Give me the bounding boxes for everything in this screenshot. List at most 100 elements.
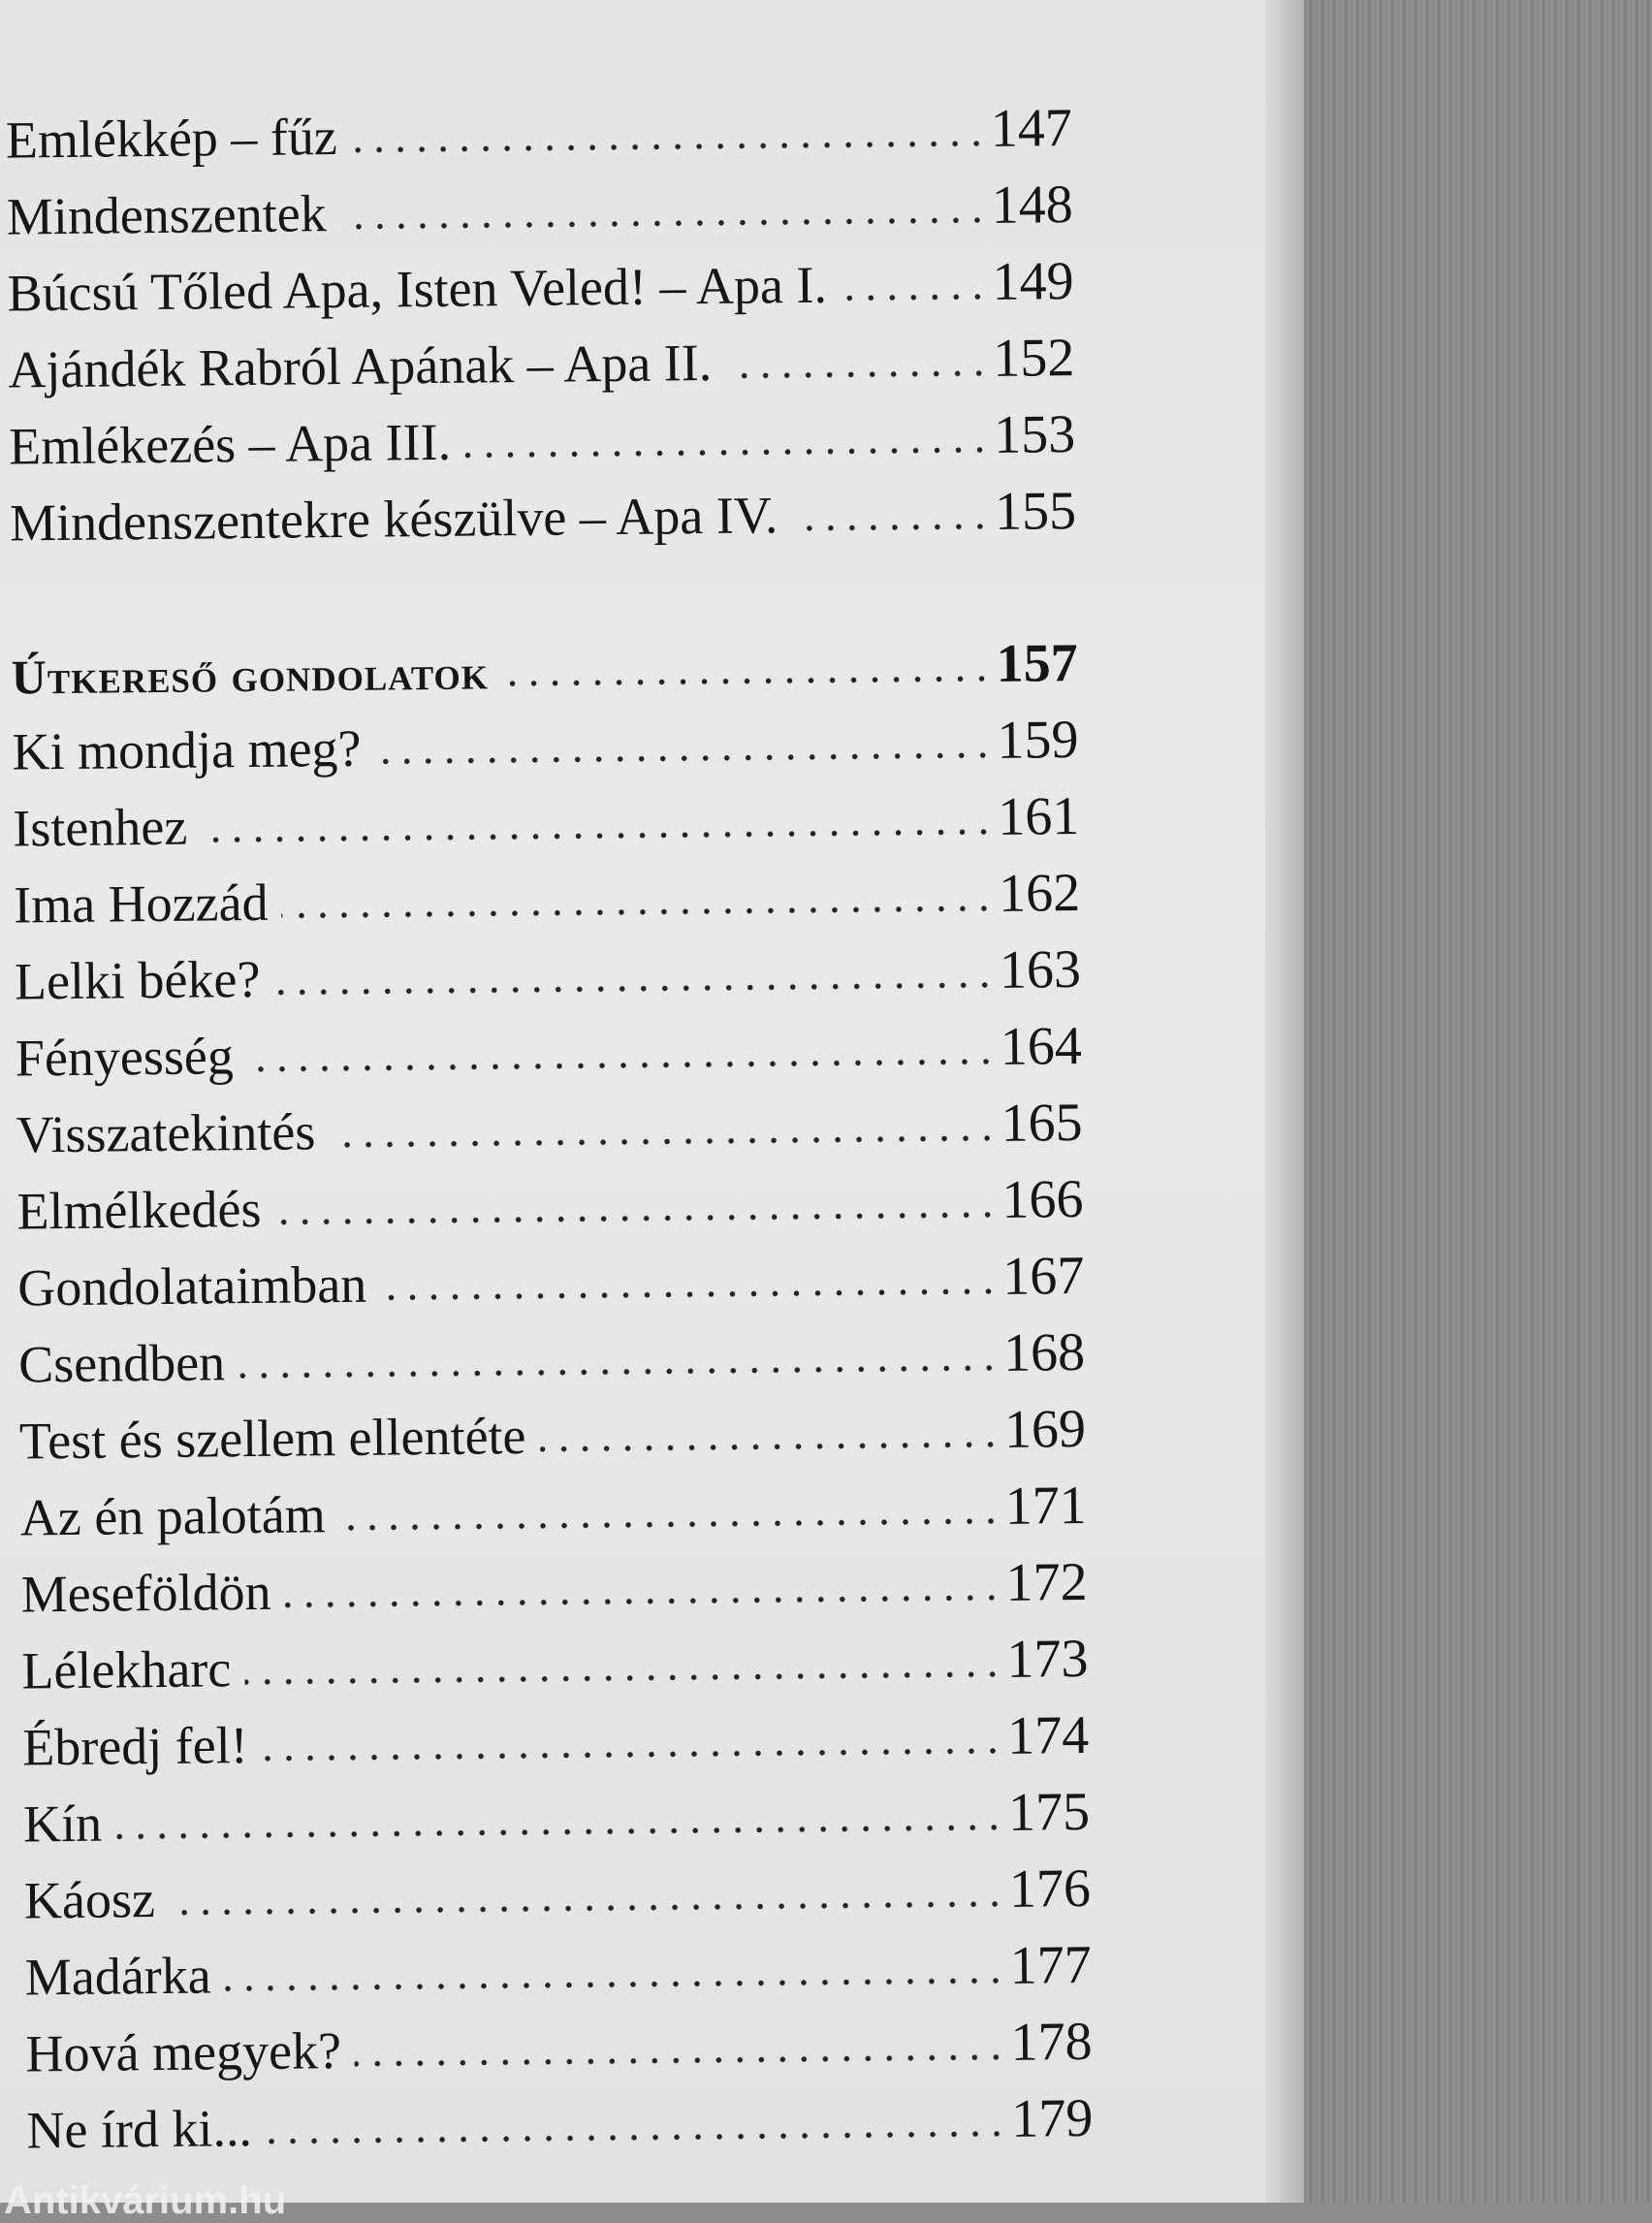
toc-entry: Ébredj fel! 174 [21, 1693, 1090, 1777]
toc-entry: Ajándék Rabról Apának – Apa II. 152 [8, 315, 1075, 399]
entry-title: Gondolataimban [17, 1254, 367, 1318]
toc-entry: Káosz 176 [23, 1846, 1092, 1930]
page-number: 155 [994, 481, 1077, 542]
page-number: 177 [1009, 1934, 1093, 1996]
page-number: 167 [1001, 1245, 1085, 1307]
entry-title: Káosz [23, 1870, 156, 1930]
watermark: Antikvárium.hu [4, 2179, 287, 2222]
leader-dots [244, 1668, 1003, 1688]
page-number: 148 [991, 175, 1074, 236]
toc-section-heading: Útkereső gondolatok 157 [11, 620, 1078, 705]
entry-title: Útkereső gondolatok [11, 645, 490, 705]
entry-title: Ki mondja meg? [12, 718, 362, 781]
background-surface [1304, 0, 1652, 2203]
leader-dots [374, 749, 994, 767]
leader-dots [329, 1132, 998, 1151]
toc-entry: Emlékkép – fűz 147 [5, 85, 1073, 170]
entry-title: Test és szellem ellentéte [18, 1407, 526, 1471]
page-number: 178 [1010, 2011, 1093, 2073]
entry-title: Istenhez [13, 797, 188, 858]
toc-entry: Hová megyek? 178 [25, 1999, 1093, 2083]
leader-dots [338, 1515, 1001, 1534]
page-number: 152 [993, 328, 1075, 389]
page-number: 149 [992, 251, 1074, 312]
entry-title: Madárka [24, 1946, 211, 2007]
page-number: 157 [996, 633, 1078, 694]
entry-title: Fényesség [15, 1027, 235, 1088]
toc-entry: Kín 175 [22, 1769, 1091, 1854]
page-number: 165 [1001, 1092, 1083, 1154]
toc-entry: Az én palotám 171 [19, 1463, 1088, 1547]
leader-dots [840, 291, 989, 303]
toc-entry: Mindenszentekre készülve – Apa IV. 155 [9, 468, 1077, 553]
leader-dots [725, 367, 990, 381]
toc-entry: Gondolataimban 167 [17, 1233, 1085, 1318]
toc-entry: Ima Hozzád 162 [13, 850, 1081, 935]
leader-dots [539, 1439, 1001, 1454]
page-number: 173 [1006, 1628, 1089, 1690]
leader-dots [380, 1286, 1000, 1303]
leader-dots [502, 673, 993, 689]
page-number: 163 [999, 939, 1082, 1000]
toc-entry: Madárka 177 [24, 1922, 1093, 2007]
entry-title: Ne írd ki... [26, 2099, 253, 2160]
table-of-contents: Emlékkép – fűz 147 Mindenszentek 148 Búcsú T… [5, 85, 1094, 2160]
leader-dots [339, 214, 988, 232]
page-number: 162 [998, 863, 1081, 924]
entry-title: Mindenszentekre készülve – Apa IV. [9, 486, 778, 553]
entry-title: Lélekharc [21, 1639, 232, 1700]
entry-title: Búcsú Tőled Apa, Isten Veled! – Apa I. [7, 255, 828, 323]
leader-dots [265, 2128, 1008, 2146]
leader-dots [201, 826, 995, 845]
toc-entry: Istenhez 161 [13, 774, 1080, 858]
entry-title: Ima Hozzád [13, 873, 269, 935]
toc-entry: Emlékezés – Apa III. 153 [8, 392, 1076, 476]
leader-dots [350, 138, 988, 155]
toc-entry: Búcsú Tőled Apa, Isten Veled! – Apa I. 14… [7, 238, 1074, 323]
page-number: 172 [1005, 1551, 1088, 1613]
page-number: 159 [997, 710, 1079, 771]
leader-dots [238, 1362, 1001, 1381]
leader-dots [281, 903, 996, 921]
leader-dots [168, 1898, 1006, 1918]
page-number: 147 [990, 98, 1073, 159]
page-number: 164 [1000, 1016, 1083, 1077]
entry-title: Kín [22, 1794, 103, 1854]
toc-entry: Ki mondja meg? 159 [12, 697, 1079, 781]
entry-title: Emlékkép – fűz [5, 107, 338, 170]
toc-entry: Fényesség 164 [15, 1003, 1083, 1088]
toc-entry: Visszatekintés 165 [16, 1080, 1083, 1164]
page-number: 168 [1002, 1321, 1086, 1383]
entry-title: Meseföldön [20, 1562, 271, 1624]
page-number: 166 [1001, 1168, 1084, 1230]
page-number: 169 [1003, 1398, 1087, 1460]
leader-dots [224, 1975, 1006, 1994]
leader-dots [273, 979, 997, 998]
leader-dots [464, 444, 991, 460]
leader-dots [791, 521, 992, 534]
entry-title: Hová megyek? [25, 2021, 342, 2083]
entry-title: Csendben [17, 1333, 226, 1394]
entry-title: Ajándék Rabról Apának – Apa II. [8, 333, 713, 399]
page-number: 171 [1004, 1475, 1088, 1537]
page-number: 153 [993, 404, 1076, 465]
entry-title: Elmélkedés [16, 1179, 262, 1241]
leader-dots [274, 1209, 999, 1227]
toc-entry: Mindenszentek 148 [6, 162, 1074, 246]
entry-title: Emlékezés – Apa III. [8, 412, 452, 476]
entry-title: Mindenszentek [6, 184, 327, 246]
leader-dots [246, 1056, 997, 1075]
toc-entry: Lelki béke? 163 [15, 927, 1082, 1011]
page-number: 179 [1011, 2087, 1094, 2149]
leader-dots [355, 2051, 1007, 2069]
leader-dots [115, 1822, 1005, 1842]
page-edge [1265, 0, 1306, 2203]
page-number: 161 [997, 786, 1080, 847]
toc-entry: Test és szellem ellentéte 169 [18, 1386, 1087, 1471]
entry-title: Az én palotám [19, 1485, 327, 1547]
toc-entry: Csendben 168 [17, 1310, 1086, 1394]
page-number: 176 [1008, 1858, 1092, 1920]
toc-entry: Meseföldön 172 [20, 1540, 1088, 1624]
entry-title: Ébredj fel! [21, 1716, 248, 1777]
page-number: 175 [1007, 1781, 1091, 1843]
